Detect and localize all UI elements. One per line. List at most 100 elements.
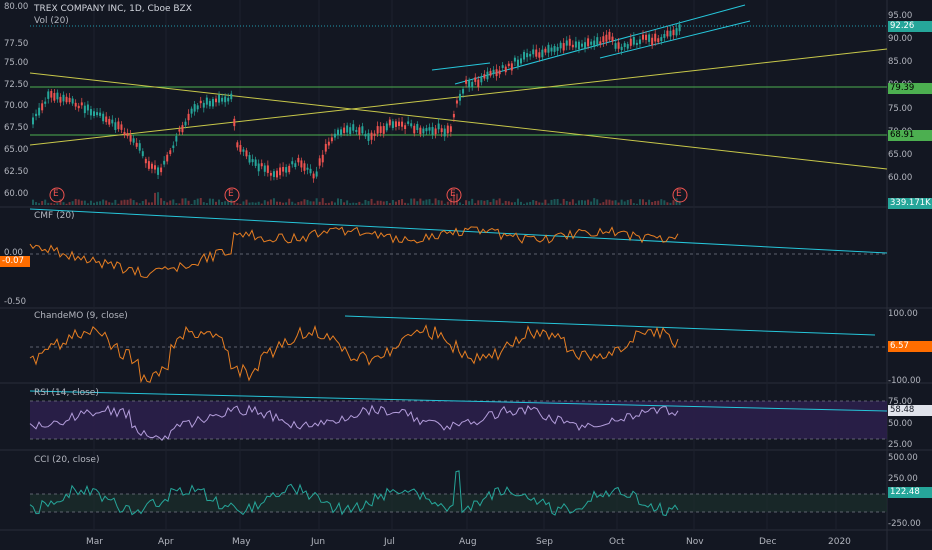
- candle-body: [398, 121, 400, 127]
- price-badge: 92.26: [888, 21, 932, 32]
- volume-bar: [242, 201, 245, 205]
- candle-body: [495, 69, 498, 77]
- candle-body: [571, 44, 574, 48]
- candle-body: [675, 28, 678, 36]
- axis-label: 60.00: [888, 173, 913, 183]
- level-lines: [30, 25, 887, 136]
- volume-bar: [202, 202, 205, 205]
- volume-bar: [556, 198, 559, 205]
- earnings-marker[interactable]: E: [53, 189, 59, 199]
- candle-body: [312, 173, 315, 179]
- candle-body: [83, 105, 86, 114]
- volume-bar: [520, 201, 522, 205]
- candle-body: [254, 159, 257, 166]
- candle-body: [239, 145, 242, 152]
- axis-label: 70.00: [4, 101, 29, 111]
- candle-body: [333, 133, 336, 138]
- candle-body: [184, 121, 187, 126]
- axis-label: 75.00: [4, 58, 29, 68]
- candle-body: [507, 63, 510, 67]
- volume-bar: [221, 202, 224, 205]
- volume-bar: [65, 203, 68, 205]
- volume-bar: [324, 203, 327, 205]
- candle-body: [218, 94, 221, 103]
- volume-bar: [452, 193, 455, 205]
- volume-bar: [379, 200, 382, 205]
- candle-body: [568, 38, 571, 46]
- volume-bar: [312, 201, 315, 205]
- volume-bar: [507, 201, 510, 205]
- volume-bar: [635, 203, 638, 205]
- candle-body: [47, 91, 50, 99]
- candle-body: [547, 44, 550, 53]
- candle-body: [242, 149, 245, 152]
- volume-bar: [590, 201, 593, 205]
- volume-bar: [102, 199, 105, 205]
- volume-bar: [626, 199, 629, 205]
- candle-body: [376, 126, 379, 134]
- volume-bar: [547, 203, 550, 205]
- candle-body: [318, 158, 321, 166]
- candle-body: [602, 36, 605, 43]
- symbol-title[interactable]: TREX COMPANY INC, 1D, Cboe BZX: [34, 4, 192, 14]
- volume-bar: [486, 200, 489, 205]
- volume-bar: [489, 202, 492, 205]
- candle-body: [141, 151, 144, 157]
- rsi-title[interactable]: RSI (14, close): [34, 388, 99, 398]
- volume-bar: [340, 198, 343, 205]
- volume-bar: [288, 198, 291, 205]
- earnings-marker[interactable]: E: [676, 189, 682, 199]
- volume-bar: [306, 199, 309, 205]
- candle-body: [577, 41, 580, 50]
- earnings-marker[interactable]: E: [228, 189, 234, 199]
- volume-bar: [297, 202, 300, 205]
- volume-bar: [498, 198, 501, 205]
- candle-body: [44, 101, 47, 104]
- candle-body: [660, 37, 663, 41]
- volume-bar: [642, 199, 644, 205]
- volume-bar: [272, 198, 275, 205]
- volume-bar: [568, 201, 571, 205]
- volume-bar: [291, 201, 294, 205]
- candle-body: [629, 38, 632, 46]
- earnings-marker[interactable]: E: [450, 189, 456, 199]
- volume-bar: [172, 199, 175, 205]
- axis-label: Sep: [536, 537, 553, 547]
- candle-body: [666, 30, 669, 37]
- cci-title[interactable]: CCI (20, close): [34, 455, 100, 465]
- candle-body: [361, 126, 364, 134]
- volume-bar: [617, 202, 620, 205]
- volume-title[interactable]: Vol (20): [34, 16, 69, 26]
- candle-body: [562, 43, 565, 51]
- cmf-line: [29, 226, 679, 278]
- candle-body: [50, 91, 53, 98]
- volume-bar: [327, 202, 330, 205]
- candle-body: [465, 79, 468, 84]
- candle-body: [38, 107, 41, 116]
- volume-bar: [111, 202, 114, 205]
- candle-body: [108, 118, 111, 125]
- candle-body: [215, 98, 217, 103]
- volume-bar: [47, 202, 50, 205]
- volume-bar: [385, 200, 388, 205]
- volume-bar: [196, 198, 199, 205]
- volume-bar: [129, 198, 132, 205]
- chande-title[interactable]: ChandeMO (9, close): [34, 311, 128, 321]
- volume-bar: [193, 199, 196, 205]
- volume-bar: [455, 193, 458, 205]
- volume-bar: [495, 200, 498, 205]
- volume-bar: [672, 200, 675, 205]
- candle-body: [483, 74, 486, 79]
- volume-bar: [581, 200, 583, 205]
- volume-bar: [147, 202, 150, 205]
- volume-bar: [459, 202, 461, 205]
- candle-body: [455, 100, 458, 104]
- cmf-title[interactable]: CMF (20): [34, 211, 75, 221]
- candle-body: [599, 41, 602, 45]
- candle-body: [279, 167, 282, 176]
- volume-bar: [141, 200, 144, 205]
- volume-bar: [529, 201, 532, 205]
- volume-bar: [614, 200, 617, 205]
- volume-bar: [602, 202, 605, 205]
